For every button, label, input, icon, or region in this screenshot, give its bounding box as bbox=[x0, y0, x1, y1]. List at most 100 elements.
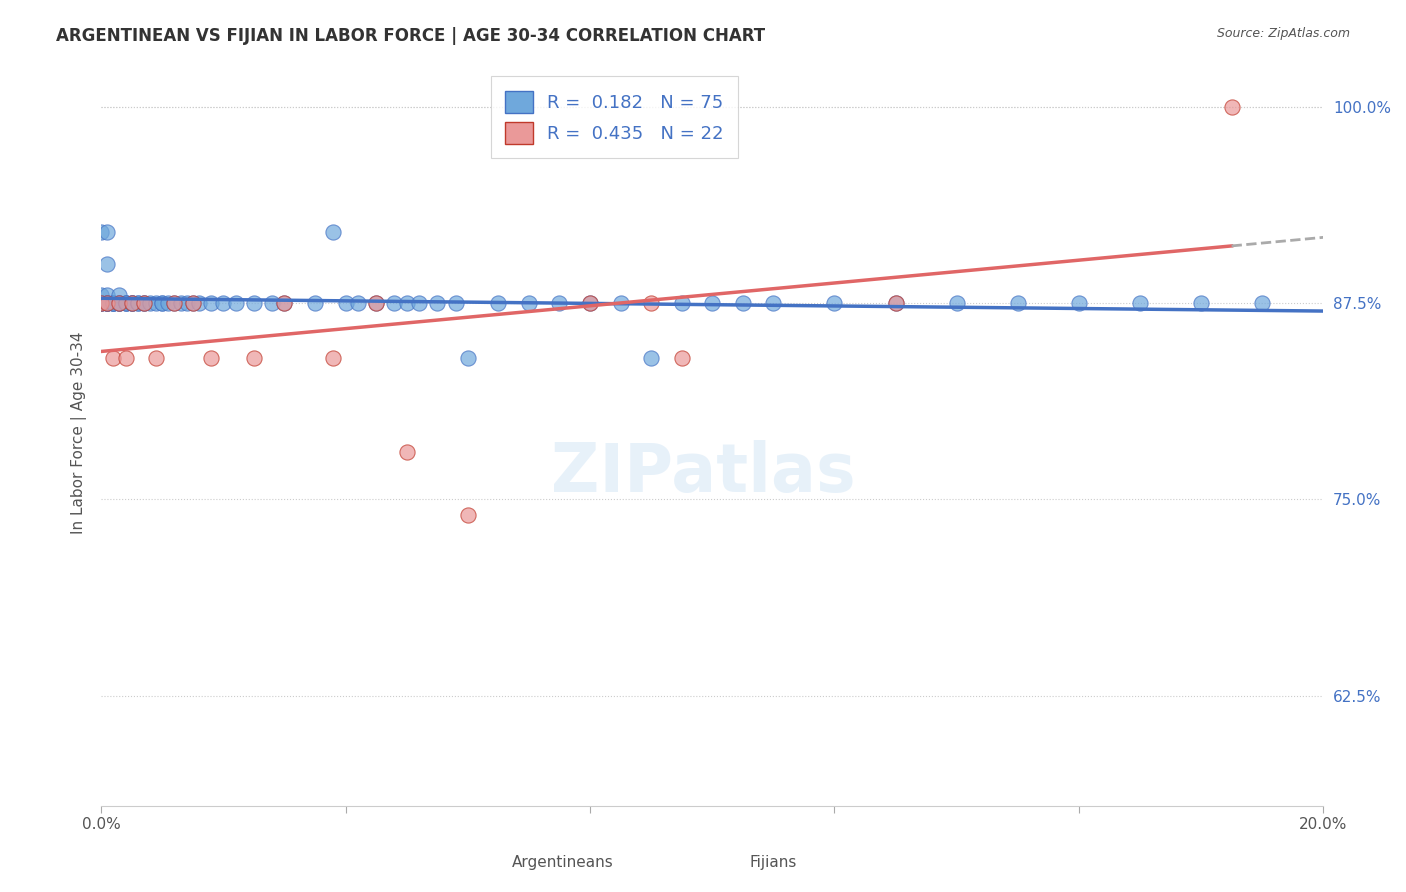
Point bbox=[346, 296, 368, 310]
Point bbox=[163, 296, 186, 310]
Point bbox=[132, 296, 155, 310]
Point bbox=[200, 351, 222, 365]
Point bbox=[145, 351, 167, 365]
Point bbox=[366, 296, 388, 310]
Point bbox=[187, 296, 209, 310]
Point bbox=[1189, 296, 1212, 310]
Point bbox=[1129, 296, 1152, 310]
Legend: R =  0.182   N = 75, R =  0.435   N = 22: R = 0.182 N = 75, R = 0.435 N = 22 bbox=[491, 76, 738, 158]
Point bbox=[884, 296, 907, 310]
Point bbox=[304, 296, 326, 310]
Point bbox=[121, 296, 143, 310]
Point bbox=[90, 288, 112, 302]
Point bbox=[103, 351, 125, 365]
Point bbox=[395, 445, 418, 459]
Point bbox=[132, 296, 155, 310]
Point bbox=[90, 296, 112, 310]
Point bbox=[90, 296, 112, 310]
Point bbox=[395, 296, 418, 310]
Point bbox=[96, 296, 118, 310]
Point bbox=[145, 296, 167, 310]
Y-axis label: In Labor Force | Age 30-34: In Labor Force | Age 30-34 bbox=[72, 331, 87, 533]
Point bbox=[444, 296, 467, 310]
Point bbox=[262, 296, 284, 310]
Point bbox=[579, 296, 602, 310]
Point bbox=[823, 296, 845, 310]
Point bbox=[457, 351, 479, 365]
Point bbox=[132, 296, 155, 310]
Point bbox=[225, 296, 247, 310]
Point bbox=[114, 296, 136, 310]
Point bbox=[408, 296, 430, 310]
Point bbox=[96, 257, 118, 271]
Point bbox=[1220, 100, 1243, 114]
Point bbox=[157, 296, 180, 310]
Point bbox=[121, 296, 143, 310]
Point bbox=[200, 296, 222, 310]
Point bbox=[1251, 296, 1274, 310]
Point bbox=[212, 296, 235, 310]
Point bbox=[671, 296, 693, 310]
Point bbox=[548, 296, 571, 310]
Text: Source: ZipAtlas.com: Source: ZipAtlas.com bbox=[1216, 27, 1350, 40]
Point bbox=[96, 225, 118, 239]
Point bbox=[176, 296, 198, 310]
Point bbox=[169, 296, 191, 310]
Point bbox=[108, 296, 131, 310]
Point bbox=[121, 296, 143, 310]
Point bbox=[90, 296, 112, 310]
Point bbox=[96, 288, 118, 302]
Point bbox=[486, 296, 509, 310]
Point bbox=[884, 296, 907, 310]
Point bbox=[96, 296, 118, 310]
Point bbox=[322, 351, 344, 365]
Point bbox=[640, 351, 662, 365]
Point bbox=[640, 296, 662, 310]
Point bbox=[1007, 296, 1029, 310]
Point bbox=[90, 225, 112, 239]
Point bbox=[127, 296, 149, 310]
Point bbox=[90, 296, 112, 310]
Point bbox=[322, 225, 344, 239]
Point bbox=[108, 296, 131, 310]
Point bbox=[671, 351, 693, 365]
Point bbox=[150, 296, 173, 310]
Point bbox=[273, 296, 295, 310]
Point bbox=[114, 296, 136, 310]
Point bbox=[366, 296, 388, 310]
Point bbox=[181, 296, 204, 310]
Point bbox=[609, 296, 631, 310]
Point bbox=[103, 296, 125, 310]
Point bbox=[121, 296, 143, 310]
Point bbox=[762, 296, 785, 310]
Point bbox=[702, 296, 724, 310]
Point bbox=[114, 296, 136, 310]
Point bbox=[103, 296, 125, 310]
Point bbox=[108, 296, 131, 310]
Text: ZIPatlas: ZIPatlas bbox=[551, 440, 855, 506]
Point bbox=[243, 296, 266, 310]
Point bbox=[103, 296, 125, 310]
Point bbox=[384, 296, 406, 310]
Point bbox=[945, 296, 967, 310]
Point bbox=[114, 351, 136, 365]
Point bbox=[731, 296, 754, 310]
Point bbox=[127, 296, 149, 310]
Point bbox=[243, 351, 266, 365]
Point bbox=[579, 296, 602, 310]
Point bbox=[108, 296, 131, 310]
Text: Fijians: Fijians bbox=[749, 855, 797, 870]
Point bbox=[273, 296, 295, 310]
Point bbox=[1067, 296, 1090, 310]
Point bbox=[139, 296, 162, 310]
Point bbox=[163, 296, 186, 310]
Point bbox=[457, 508, 479, 522]
Point bbox=[517, 296, 540, 310]
Point bbox=[103, 296, 125, 310]
Text: Argentineans: Argentineans bbox=[512, 855, 613, 870]
Point bbox=[96, 296, 118, 310]
Point bbox=[150, 296, 173, 310]
Text: ARGENTINEAN VS FIJIAN IN LABOR FORCE | AGE 30-34 CORRELATION CHART: ARGENTINEAN VS FIJIAN IN LABOR FORCE | A… bbox=[56, 27, 765, 45]
Point bbox=[108, 288, 131, 302]
Point bbox=[96, 296, 118, 310]
